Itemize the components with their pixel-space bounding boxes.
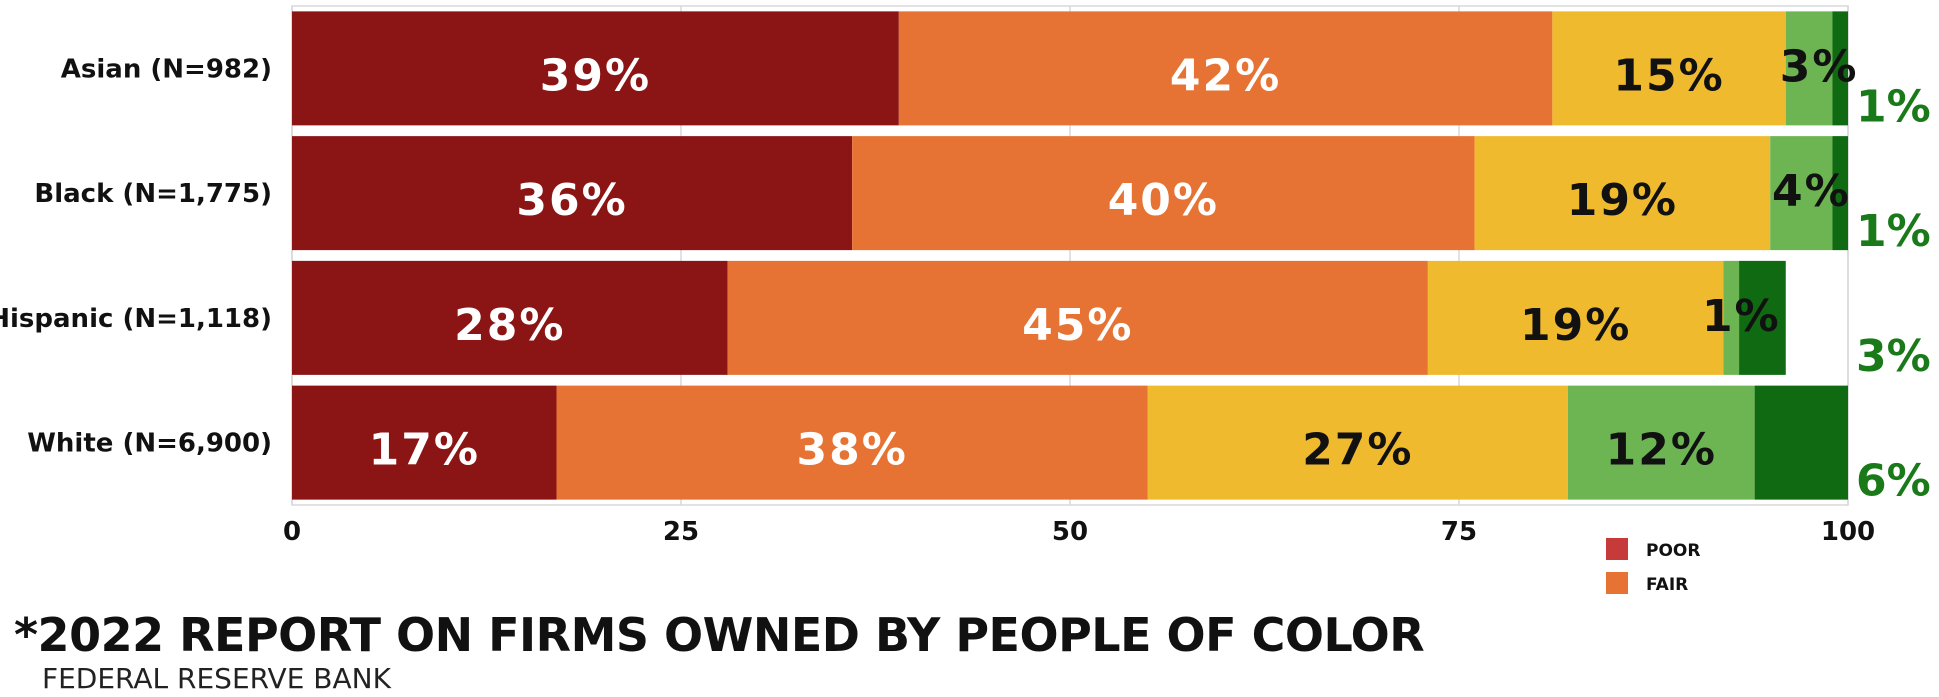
bar-segment bbox=[1785, 11, 1833, 126]
category-label: Hispanic (N=1,118) bbox=[0, 304, 272, 334]
bars bbox=[292, 11, 1848, 500]
legend-label: POOR bbox=[1646, 541, 1700, 561]
bar-segment bbox=[1474, 136, 1771, 251]
data-label: 19% bbox=[1567, 175, 1678, 226]
bar-segment bbox=[1832, 136, 1848, 251]
data-label: 6% bbox=[1856, 456, 1931, 507]
bar-segment bbox=[556, 385, 1148, 500]
legend-swatch bbox=[1606, 538, 1628, 560]
data-label: 42% bbox=[1170, 50, 1281, 101]
bar-segment bbox=[292, 11, 899, 126]
bar-segment bbox=[1832, 11, 1848, 126]
bar-segment bbox=[1739, 260, 1786, 375]
data-label: 19% bbox=[1520, 300, 1631, 351]
x-tick-label: 75 bbox=[1441, 517, 1477, 547]
report-title: *2022 REPORT ON FIRMS OWNED BY PEOPLE OF… bbox=[14, 608, 1425, 662]
data-label: 1% bbox=[1702, 291, 1781, 342]
bar-segment bbox=[852, 136, 1475, 251]
data-label: 27% bbox=[1302, 425, 1413, 476]
bar-segment bbox=[1567, 385, 1755, 500]
data-label: 3% bbox=[1856, 331, 1931, 382]
legend-label: FAIR bbox=[1646, 575, 1688, 595]
x-tick-label: 50 bbox=[1052, 517, 1088, 547]
bar-segment bbox=[292, 136, 853, 251]
bar-segment bbox=[292, 385, 557, 500]
bar-segment bbox=[292, 260, 728, 375]
data-label: 40% bbox=[1108, 175, 1219, 226]
data-label: 4% bbox=[1772, 166, 1851, 217]
bar-segment bbox=[1723, 260, 1740, 375]
bar-segment bbox=[1552, 11, 1786, 126]
bar-segment bbox=[1754, 385, 1848, 500]
category-label: White (N=6,900) bbox=[27, 429, 272, 459]
x-tick-label: 25 bbox=[663, 517, 699, 547]
data-label: 17% bbox=[369, 425, 480, 476]
category-label: Black (N=1,775) bbox=[34, 179, 272, 209]
data-label: 12% bbox=[1606, 425, 1717, 476]
bar-segment bbox=[727, 260, 1428, 375]
data-label: 3% bbox=[1780, 41, 1859, 92]
data-label: 15% bbox=[1613, 50, 1724, 101]
category-label: Asian (N=982) bbox=[61, 54, 272, 84]
bar-segment bbox=[898, 11, 1553, 126]
bar-segment bbox=[1770, 136, 1833, 251]
report-source: FEDERAL RESERVE BANK bbox=[42, 662, 391, 695]
data-label: 45% bbox=[1022, 300, 1133, 351]
x-tick-label: 100 bbox=[1821, 517, 1875, 547]
data-label: 38% bbox=[796, 425, 907, 476]
data-label: 28% bbox=[454, 300, 565, 351]
data-label: 1% bbox=[1856, 206, 1931, 257]
data-label: 39% bbox=[540, 50, 651, 101]
data-label: 36% bbox=[516, 175, 627, 226]
legend-swatch bbox=[1606, 572, 1628, 594]
bar-segment bbox=[1427, 260, 1724, 375]
bar-segment bbox=[1147, 385, 1568, 500]
data-label: 1% bbox=[1856, 81, 1931, 132]
x-tick-label: 0 bbox=[283, 517, 301, 547]
legend: POORFAIRGOODVERY GOODEXCELLENT bbox=[1606, 538, 1700, 595]
